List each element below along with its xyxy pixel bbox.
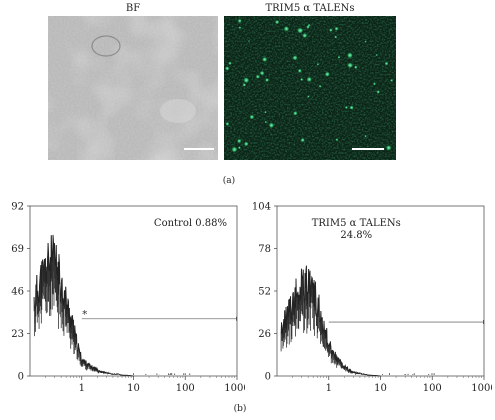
fluorescent-cell — [237, 18, 242, 24]
percent-annotation: TRIM5 α TALENs — [312, 218, 401, 229]
fluorescent-cell — [300, 137, 305, 143]
histogram-trace — [33, 234, 134, 377]
fluorescent-cell — [231, 146, 238, 153]
gate-marker: * — [82, 310, 87, 321]
fluorescent-cell — [248, 40, 250, 42]
fluorescent-cell — [318, 84, 322, 88]
fluorescent-cell — [390, 78, 394, 82]
fluorescent-cell — [283, 25, 290, 32]
fluorescent-cell — [335, 138, 339, 142]
fluorescent-cell — [224, 66, 230, 71]
bf-micrograph — [48, 16, 218, 160]
fluorescent-cell — [259, 70, 265, 76]
fluorescent-cell — [364, 40, 367, 43]
x-tick-label: 10 — [374, 383, 387, 394]
fluorescent-cell — [255, 74, 260, 79]
fluorescent-cell — [376, 90, 381, 94]
fluorescent-cell — [334, 35, 338, 39]
fluorescent-cell — [373, 82, 376, 86]
percent-annotation: 24.8% — [340, 230, 372, 241]
fluorescent-cell — [268, 122, 275, 129]
x-tick-label: 1 — [79, 383, 85, 394]
fluorescent-cell — [337, 55, 341, 59]
fluorescent-cell — [292, 55, 298, 61]
x-tick-label: 1000 — [471, 383, 492, 394]
y-tick-label: 23 — [11, 329, 24, 340]
fluorescent-cell — [242, 83, 247, 87]
fluorescence-micrograph-image — [224, 16, 396, 160]
fluorescent-cell — [328, 28, 333, 32]
fluorescent-cell — [243, 141, 249, 147]
fluorescent-cell — [334, 26, 339, 31]
x-tick-label: 1000 — [224, 383, 245, 394]
fluorescent-cell — [292, 110, 298, 116]
trim5-talens-label: TRIM5 α TALENs — [265, 3, 355, 14]
fluorescent-cell — [228, 61, 232, 66]
fluorescent-cell — [262, 56, 268, 63]
fluorescent-cell — [324, 71, 330, 77]
bf-label: BF — [125, 3, 141, 14]
fluorescent-cell — [264, 110, 267, 114]
fluorescent-cell — [346, 52, 353, 59]
histogram-trace — [280, 265, 381, 377]
y-tick-label: 78 — [258, 244, 271, 255]
y-tick-label: 69 — [11, 244, 24, 255]
fluorescent-cell — [385, 144, 392, 151]
fluorescent-cell — [347, 62, 354, 69]
fluorescent-cell — [225, 121, 230, 126]
y-tick-label: 104 — [252, 202, 271, 213]
fluorescent-cell — [243, 77, 250, 84]
fluorescent-cell — [349, 105, 354, 110]
bf-scale-bar — [184, 148, 214, 150]
fluorescent-cell — [307, 95, 310, 98]
y-tick-label: 92 — [11, 202, 24, 213]
control-histogram: 0 23 46 69 92 1 10 100 1000 * Control 0.88% — [11, 202, 245, 395]
fluorescent-cell — [264, 120, 268, 124]
fluorescent-cell — [264, 77, 270, 83]
percent-annotation: Control 0.88% — [154, 218, 227, 229]
fluorescent-cell — [274, 19, 280, 25]
fluorescence-micrograph — [224, 16, 396, 160]
fluorescent-cell — [237, 146, 241, 150]
fluorescent-cell — [344, 105, 348, 110]
fluorescent-cell — [306, 76, 313, 83]
fluorescent-cell — [296, 27, 304, 34]
fluorescence-scale-bar — [352, 148, 384, 150]
panel-a-caption: (a) — [222, 176, 236, 186]
fluorescent-cell — [375, 53, 378, 57]
fluorescent-cell — [300, 77, 304, 82]
fluorescent-cell — [236, 138, 242, 144]
y-tick-label: 0 — [265, 372, 271, 383]
fluorescent-cell — [384, 61, 389, 66]
x-tick-label: 10 — [127, 383, 140, 394]
bf-micrograph-image — [48, 16, 218, 160]
panel-b-caption: (b) — [233, 404, 247, 414]
x-tick-label: 100 — [176, 383, 195, 394]
y-tick-label: 46 — [11, 287, 24, 298]
x-tick-label: 1 — [326, 383, 332, 394]
fluorescent-cell — [297, 68, 302, 73]
y-tick-label: 52 — [258, 287, 271, 298]
y-tick-label: 26 — [258, 329, 271, 340]
x-tick-label: 100 — [423, 383, 442, 394]
fluorescent-cell — [306, 25, 310, 29]
fluorescent-cell — [354, 65, 358, 69]
y-tick-label: 0 — [18, 372, 24, 383]
fluorescent-cell — [364, 134, 367, 138]
fluorescent-cell — [249, 114, 255, 120]
fluorescent-cell — [316, 63, 320, 66]
fluorescent-cell — [238, 26, 242, 29]
fluorescent-cell — [302, 32, 308, 39]
